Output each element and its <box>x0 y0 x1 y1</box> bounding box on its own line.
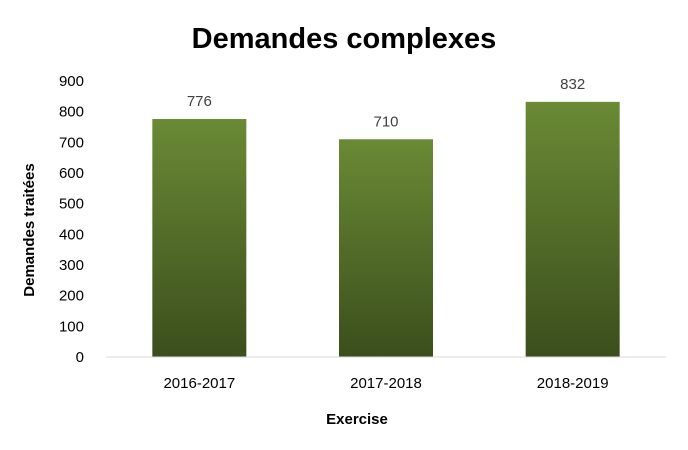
y-axis-ticks: 0 100 200 300 400 500 600 700 800 900 <box>59 73 84 366</box>
bar-2018-2019 <box>525 101 620 357</box>
data-labels: 776 710 832 <box>187 76 585 130</box>
x-axis-ticks: 2016-2017 2017-2018 2018-2019 <box>163 375 608 392</box>
data-label: 832 <box>560 76 585 93</box>
y-tick-label: 100 <box>59 318 84 335</box>
y-tick-label: 600 <box>59 165 84 182</box>
y-tick-label: 0 <box>76 349 84 366</box>
y-tick-label: 300 <box>59 257 84 274</box>
y-axis-label: Demandes traitées <box>21 163 38 296</box>
x-tick-label: 2017-2018 <box>350 375 422 392</box>
x-tick-label: 2018-2019 <box>537 375 609 392</box>
bar-2016-2017 <box>152 119 247 357</box>
bar-series <box>152 101 620 357</box>
y-tick-label: 200 <box>59 288 84 305</box>
y-tick-label: 700 <box>59 134 84 151</box>
y-tick-label: 400 <box>59 226 84 243</box>
data-label: 776 <box>187 93 212 110</box>
data-label: 710 <box>373 113 398 130</box>
bar-2017-2018 <box>339 139 433 357</box>
y-tick-label: 900 <box>59 73 84 90</box>
y-tick-label: 800 <box>59 104 84 121</box>
x-axis-label: Exercise <box>326 411 388 428</box>
y-tick-label: 500 <box>59 196 84 213</box>
x-tick-label: 2016-2017 <box>163 375 235 392</box>
chart-title: Demandes complexes <box>192 23 497 55</box>
